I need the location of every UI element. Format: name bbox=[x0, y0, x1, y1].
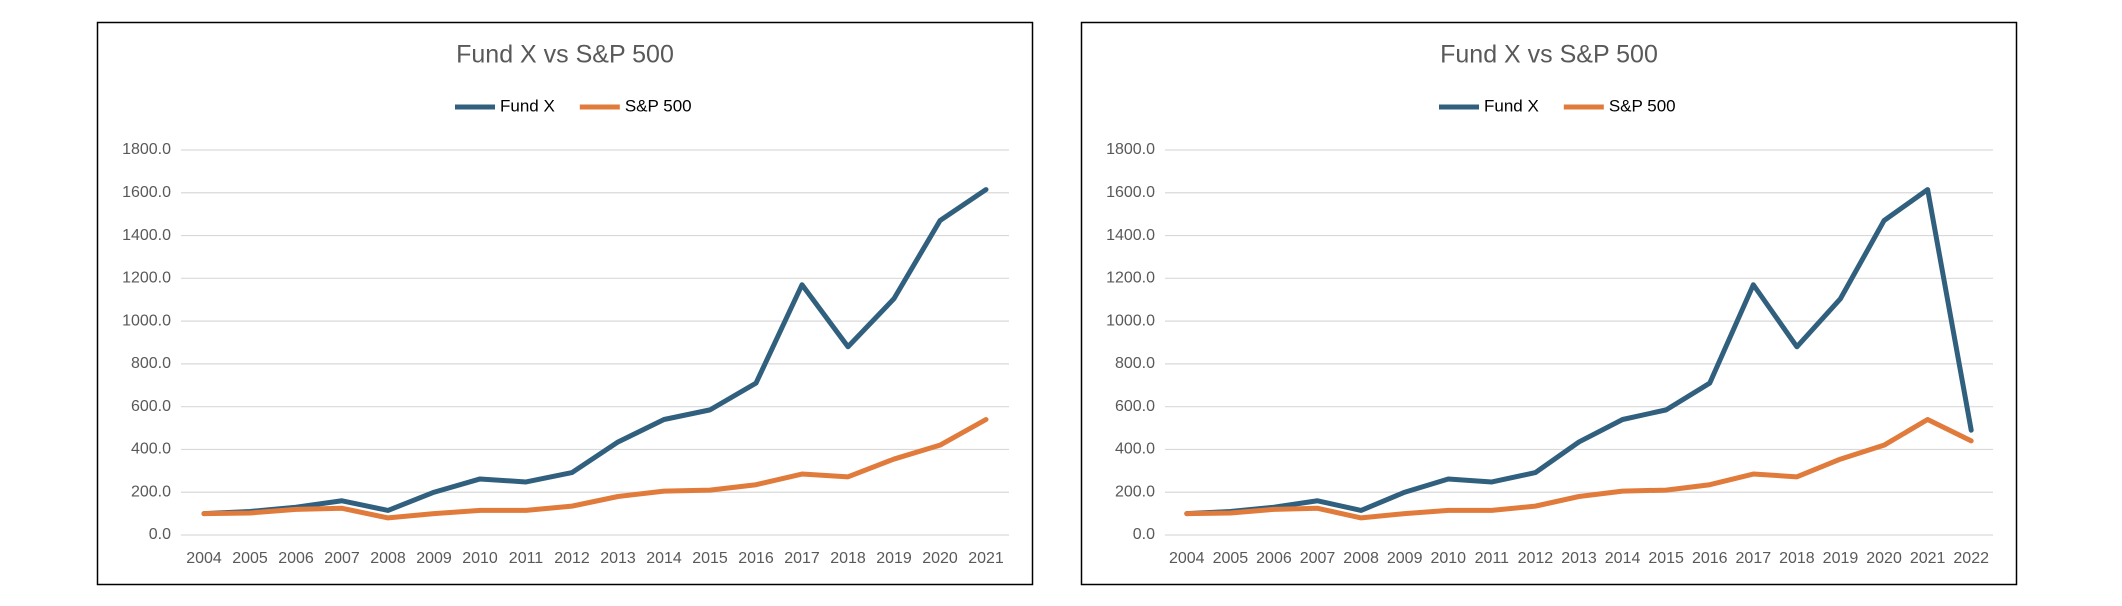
x-tick-label: 2017 bbox=[784, 550, 820, 567]
chart-title: Fund X vs S&P 500 bbox=[456, 41, 674, 69]
y-tick-label: 1200.0 bbox=[122, 270, 171, 287]
series-line bbox=[201, 417, 989, 521]
y-tick-label: 800.0 bbox=[1115, 355, 1155, 372]
legend-label: S&P 500 bbox=[1609, 96, 1676, 115]
x-tick-label: 2004 bbox=[186, 550, 222, 567]
chart: Fund X vs S&P 500 0.0 200.0 400.0 600.0 800.0… bbox=[96, 21, 1034, 586]
x-tick-label: 2014 bbox=[1605, 550, 1641, 567]
x-tick-label: 2013 bbox=[1561, 550, 1597, 567]
chart-frame bbox=[96, 21, 1034, 586]
x-tick-label: 2009 bbox=[416, 550, 452, 567]
y-tick-label: 1400.0 bbox=[122, 227, 171, 244]
x-tick-label: 2018 bbox=[830, 550, 866, 567]
y-tick-label: 1600.0 bbox=[1106, 184, 1155, 201]
y-tick-label: 200.0 bbox=[1115, 483, 1155, 500]
x-tick-label: 2015 bbox=[692, 550, 728, 567]
x-tick-label: 2007 bbox=[1300, 550, 1336, 567]
y-tick-label: 600.0 bbox=[1115, 398, 1155, 415]
x-tick-label: 2012 bbox=[1518, 550, 1554, 567]
x-tick-label: 2021 bbox=[968, 550, 1004, 567]
legend-label: S&P 500 bbox=[625, 96, 692, 115]
chart-frame bbox=[1080, 21, 2018, 586]
y-tick-label: 0.0 bbox=[1133, 526, 1155, 543]
x-tick-label: 2005 bbox=[232, 550, 268, 567]
y-tick-label: 1800.0 bbox=[1106, 141, 1155, 158]
y-tick-label: 200.0 bbox=[131, 483, 171, 500]
y-tick-label: 1800.0 bbox=[122, 141, 171, 158]
y-tick-label: 1400.0 bbox=[1106, 227, 1155, 244]
x-tick-label: 2006 bbox=[1256, 550, 1292, 567]
chart: Fund X vs S&P 500 0.0 200.0 400.0 600.0 800.0… bbox=[1080, 21, 2018, 586]
y-tick-label: 400.0 bbox=[1115, 441, 1155, 458]
x-tick-label: 2021 bbox=[1910, 550, 1946, 567]
series-line bbox=[201, 187, 989, 517]
x-tick-label: 2009 bbox=[1387, 550, 1423, 567]
x-tick-label: 2016 bbox=[1692, 550, 1728, 567]
x-tick-label: 2004 bbox=[1169, 550, 1205, 567]
x-tick-label: 2005 bbox=[1213, 550, 1249, 567]
y-tick-label: 1200.0 bbox=[1106, 270, 1155, 287]
x-tick-label: 2008 bbox=[1343, 550, 1379, 567]
series-line bbox=[1184, 417, 1974, 521]
x-tick-label: 2006 bbox=[278, 550, 314, 567]
y-tick-label: 400.0 bbox=[131, 441, 171, 458]
x-tick-label: 2017 bbox=[1736, 550, 1772, 567]
x-tick-label: 2010 bbox=[462, 550, 498, 567]
legend-label: Fund X bbox=[500, 96, 555, 115]
x-tick-label: 2018 bbox=[1779, 550, 1815, 567]
y-tick-label: 1000.0 bbox=[122, 312, 171, 329]
legend-label: Fund X bbox=[1484, 96, 1539, 115]
x-tick-label: 2008 bbox=[370, 550, 406, 567]
y-tick-label: 1600.0 bbox=[122, 184, 171, 201]
x-tick-label: 2015 bbox=[1648, 550, 1684, 567]
x-tick-label: 2011 bbox=[509, 550, 544, 567]
x-tick-label: 2019 bbox=[876, 550, 912, 567]
chart-title: Fund X vs S&P 500 bbox=[1440, 41, 1658, 69]
x-tick-label: 2011 bbox=[1475, 550, 1510, 567]
x-tick-label: 2020 bbox=[1866, 550, 1902, 567]
x-tick-label: 2016 bbox=[738, 550, 774, 567]
y-tick-label: 0.0 bbox=[149, 526, 171, 543]
series-line bbox=[1184, 187, 1974, 517]
x-tick-label: 2007 bbox=[324, 550, 360, 567]
x-tick-label: 2013 bbox=[600, 550, 636, 567]
y-tick-label: 1000.0 bbox=[1106, 312, 1155, 329]
x-tick-label: 2012 bbox=[554, 550, 590, 567]
y-tick-label: 800.0 bbox=[131, 355, 171, 372]
y-tick-label: 600.0 bbox=[131, 398, 171, 415]
x-tick-label: 2020 bbox=[922, 550, 958, 567]
x-tick-label: 2014 bbox=[646, 550, 682, 567]
x-tick-label: 2010 bbox=[1430, 550, 1466, 567]
x-tick-label: 2022 bbox=[1953, 550, 1989, 567]
x-tick-label: 2019 bbox=[1823, 550, 1859, 567]
